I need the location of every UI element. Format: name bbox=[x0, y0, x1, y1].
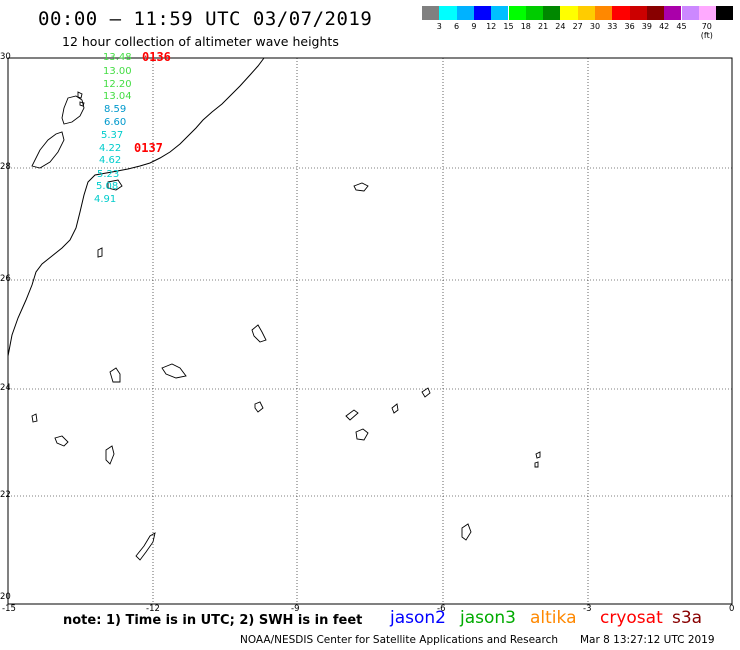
wave-height-reading: 13.04 bbox=[103, 91, 132, 102]
satellite-name-jason3: jason3 bbox=[460, 608, 516, 628]
satellite-name-s3a: s3a bbox=[672, 608, 703, 628]
legend-swatch bbox=[577, 6, 595, 20]
legend-label: 18 bbox=[520, 22, 531, 31]
wave-height-reading: 4.91 bbox=[94, 194, 117, 205]
island-outline bbox=[105, 445, 115, 465]
wave-height-reading: 5.08 bbox=[96, 181, 119, 192]
lon-label: -15 bbox=[2, 604, 16, 614]
africa-coastline bbox=[7, 57, 265, 357]
lat-label: 28 bbox=[0, 162, 11, 172]
wave-height-reading: 13.00 bbox=[103, 66, 132, 77]
legend-label: 15 bbox=[503, 22, 514, 31]
legend-label: 6 bbox=[454, 22, 460, 31]
island-outline bbox=[391, 403, 399, 414]
legend-label: 42 bbox=[659, 22, 670, 31]
wave-height-reading: 4.62 bbox=[99, 155, 122, 166]
island-outline bbox=[109, 367, 121, 383]
legend-label: 9 bbox=[471, 22, 477, 31]
lat-label: 30 bbox=[0, 52, 11, 62]
island-outline bbox=[161, 363, 187, 379]
island-outline bbox=[535, 451, 541, 459]
legend-swatch bbox=[560, 6, 578, 20]
legend-label: 70 (ft) bbox=[700, 22, 713, 40]
pass-label: 0137 bbox=[134, 141, 163, 155]
island-outline bbox=[135, 532, 156, 561]
legend-label: 36 bbox=[624, 22, 635, 31]
island-outline bbox=[61, 95, 85, 125]
wave-height-reading: 8.59 bbox=[104, 104, 127, 115]
legend-label: 12 bbox=[486, 22, 497, 31]
legend-label: 30 bbox=[589, 22, 601, 31]
islands bbox=[31, 91, 541, 561]
note-text: note: 1) Time is in UTC; 2) SWH is in fe… bbox=[63, 613, 363, 628]
legend-swatch bbox=[595, 6, 613, 20]
island-outline bbox=[31, 131, 65, 169]
island-outline bbox=[461, 523, 472, 541]
legend-swatch bbox=[491, 6, 509, 20]
lat-label: 20 bbox=[0, 592, 11, 602]
legend-swatch bbox=[473, 6, 492, 20]
island-outline bbox=[107, 179, 123, 191]
legend-label: 33 bbox=[607, 22, 618, 31]
lon-label: -12 bbox=[146, 604, 160, 614]
satellite-name-jason2: jason2 bbox=[390, 608, 446, 628]
island-outline bbox=[353, 182, 369, 192]
legend-swatch bbox=[612, 6, 630, 20]
satellite-name-altika: altika bbox=[530, 608, 577, 628]
legend-swatch bbox=[525, 6, 544, 20]
lat-label: 26 bbox=[0, 274, 11, 284]
wave-height-reading: 5.37 bbox=[101, 130, 124, 141]
legend-swatch bbox=[543, 6, 561, 20]
legend-swatch bbox=[646, 6, 665, 20]
wave-height-reading: 6.60 bbox=[104, 117, 127, 128]
wave-height-reading: 13.48 bbox=[103, 52, 132, 63]
lon-label: 0 bbox=[729, 604, 735, 614]
pass-label: 0136 bbox=[142, 50, 171, 64]
island-outline bbox=[251, 324, 267, 343]
legend-label: 3 bbox=[436, 22, 442, 31]
legend-swatch bbox=[456, 6, 474, 20]
island-outline bbox=[254, 401, 264, 413]
lat-label: 24 bbox=[0, 383, 11, 393]
credit-date: Mar 8 13:27:12 UTC 2019 bbox=[580, 634, 715, 646]
lon-label: -6 bbox=[437, 604, 446, 614]
graticule bbox=[8, 58, 732, 604]
map-subtitle: 12 hour collection of altimeter wave hei… bbox=[62, 34, 339, 49]
island-outline bbox=[534, 461, 539, 468]
legend-label: 45 bbox=[676, 22, 687, 31]
legend-label: 27 bbox=[572, 22, 583, 31]
island-outline bbox=[97, 247, 103, 258]
wave-height-reading: 4.22 bbox=[99, 143, 122, 154]
map-title: 00:00 – 11:59 UTC 03/07/2019 bbox=[38, 8, 373, 30]
island-outline bbox=[77, 91, 83, 99]
wave-height-reading: 12.20 bbox=[103, 79, 132, 90]
lon-label: -9 bbox=[291, 604, 300, 614]
island-outline bbox=[421, 387, 431, 398]
legend-label: 24 bbox=[555, 22, 566, 31]
legend-label: 39 bbox=[641, 22, 652, 31]
legend-swatch bbox=[716, 6, 734, 20]
island-outline bbox=[79, 101, 85, 107]
legend-swatch bbox=[508, 6, 526, 20]
credit-text: NOAA/NESDIS Center for Satellite Applica… bbox=[240, 634, 558, 646]
legend-swatch bbox=[664, 6, 682, 20]
legend-swatch bbox=[698, 6, 717, 20]
satellite-name-cryosat: cryosat bbox=[600, 608, 663, 628]
legend-swatch bbox=[439, 6, 457, 20]
wave-height-reading: 5.23 bbox=[97, 169, 120, 180]
legend-swatch bbox=[681, 6, 699, 20]
island-outline bbox=[31, 413, 38, 423]
island-outline bbox=[355, 428, 369, 441]
legend-label: 21 bbox=[538, 22, 549, 31]
map-frame bbox=[7, 57, 733, 605]
legend-swatch bbox=[629, 6, 647, 20]
lon-label: -3 bbox=[583, 604, 592, 614]
island-outline bbox=[345, 409, 359, 421]
legend-swatch bbox=[422, 6, 440, 20]
lat-label: 22 bbox=[0, 490, 11, 500]
island-outline bbox=[54, 435, 69, 447]
